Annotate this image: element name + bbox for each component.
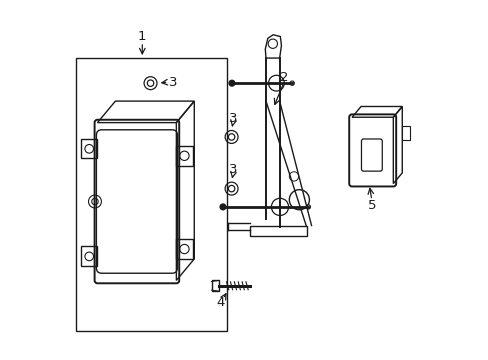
Text: 5: 5 [367, 199, 375, 212]
Text: 1: 1 [138, 30, 146, 43]
Text: 3: 3 [228, 163, 237, 176]
Bar [81, 139, 97, 158]
Bar [176, 146, 192, 166]
Bar [402, 126, 409, 140]
Text: 2: 2 [279, 71, 287, 84]
Text: 3: 3 [228, 112, 237, 125]
Bar [81, 246, 97, 266]
Circle shape [228, 80, 234, 86]
Bar [211, 280, 219, 291]
Bar [176, 239, 192, 259]
Circle shape [220, 204, 225, 210]
Text: 3: 3 [168, 76, 177, 89]
Bar [76, 58, 226, 330]
Text: 4: 4 [216, 296, 224, 309]
Bar [249, 226, 306, 235]
